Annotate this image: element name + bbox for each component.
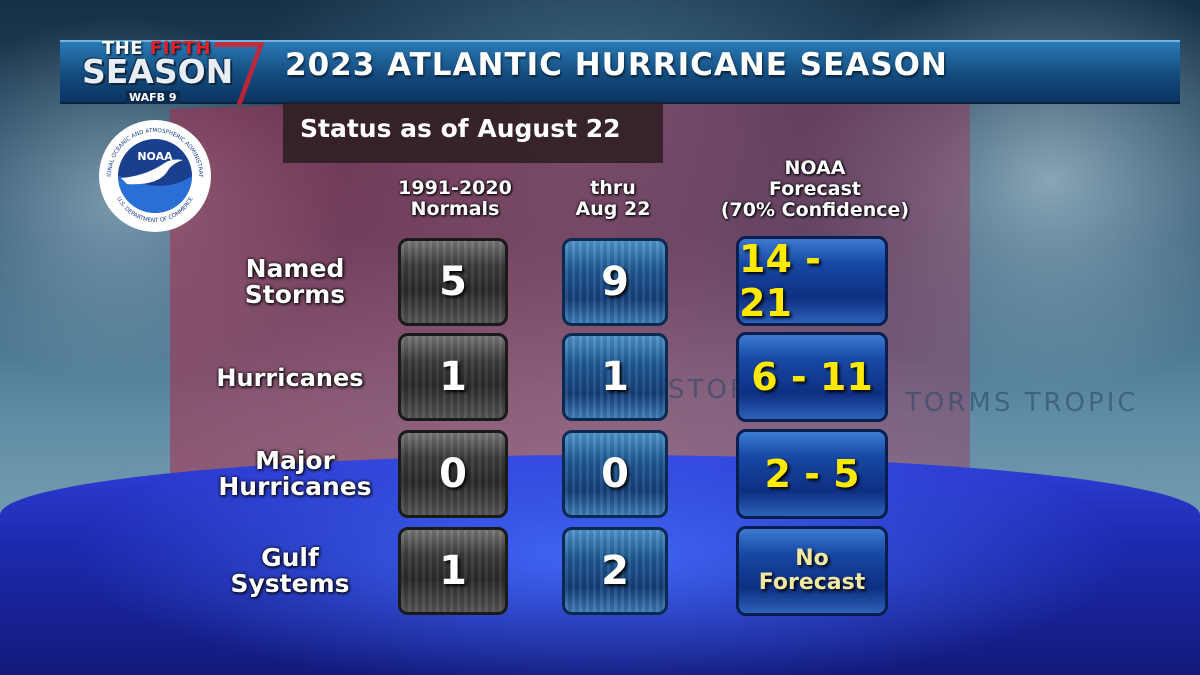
- row-label-line: Named: [245, 254, 345, 283]
- column-header-line: NOAA: [784, 157, 846, 179]
- logo-station-id: WAFB 9: [126, 91, 180, 104]
- column-header-normals: 1991-2020 Normals: [380, 178, 530, 220]
- forecast-line: Forecast: [758, 570, 866, 595]
- row-label-gulf-systems: Gulf Systems: [205, 545, 375, 597]
- logo-word-fifth: FIFTH: [149, 38, 212, 59]
- column-header-forecast: NOAA Forecast (70% Confidence): [690, 158, 940, 221]
- cell-current-hurricanes: 1: [562, 333, 668, 421]
- cell-forecast-hurricanes: 6 - 11: [736, 332, 888, 422]
- logo-word-season: SEASON: [82, 52, 234, 91]
- row-label-line: Major: [255, 446, 335, 475]
- cell-current-major-hurricanes: 0: [562, 430, 668, 518]
- column-header-line: Normals: [410, 198, 500, 220]
- column-header-line: (70% Confidence): [720, 199, 910, 221]
- column-header-line: Aug 22: [575, 198, 651, 220]
- cell-forecast-gulf-systems: No Forecast: [736, 526, 888, 616]
- logo-text-top: THE FIFTH: [102, 38, 211, 59]
- noaa-center-text: NOAA: [137, 150, 173, 163]
- cell-forecast-named-storms: 14 - 21: [736, 236, 888, 326]
- cell-normal-named-storms: 5: [398, 238, 508, 326]
- column-header-line: 1991-2020: [398, 177, 512, 199]
- row-label-major-hurricanes: Major Hurricanes: [205, 448, 385, 500]
- column-header-line: thru: [590, 177, 636, 199]
- row-label-line: Gulf: [261, 543, 319, 572]
- cell-normal-gulf-systems: 1: [398, 527, 508, 615]
- row-label-hurricanes: Hurricanes: [200, 365, 380, 391]
- column-header-current: thru Aug 22: [548, 178, 678, 220]
- forecast-line: No: [795, 546, 829, 571]
- row-label-line: Systems: [230, 569, 350, 598]
- status-banner: [283, 103, 663, 163]
- cell-normal-major-hurricanes: 0: [398, 430, 508, 518]
- row-label-named-storms: Named Storms: [210, 256, 380, 308]
- row-label-line: Storms: [244, 280, 346, 309]
- station-logo: THE FIFTH SEASON WAFB 9: [64, 38, 265, 108]
- background-text-tropics: TORMS TROPIC: [905, 388, 1139, 418]
- logo-word-the: THE: [102, 38, 144, 59]
- status-date-text: Status as of August 22: [300, 114, 621, 143]
- row-label-line: Hurricanes: [218, 472, 372, 501]
- column-header-line: Forecast: [769, 178, 861, 200]
- cell-current-gulf-systems: 2: [562, 527, 668, 615]
- noaa-logo-icon: NOAA NATIONAL OCEANIC AND ATMOSPHERIC AD…: [97, 118, 211, 232]
- cell-normal-hurricanes: 1: [398, 333, 508, 421]
- page-title: 2023 ATLANTIC HURRICANE SEASON: [285, 47, 948, 83]
- cell-current-named-storms: 9: [562, 238, 668, 326]
- row-label-line: Hurricanes: [216, 364, 364, 392]
- cell-forecast-major-hurricanes: 2 - 5: [736, 429, 888, 519]
